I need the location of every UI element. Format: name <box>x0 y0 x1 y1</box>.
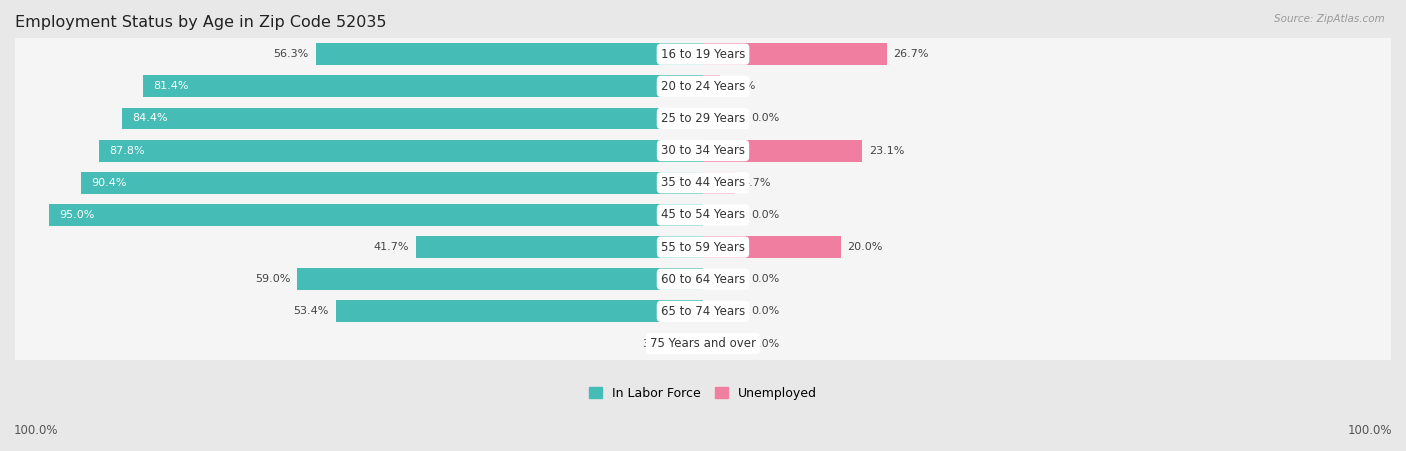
Text: 0.0%: 0.0% <box>751 210 779 220</box>
Text: 45 to 54 Years: 45 to 54 Years <box>661 208 745 221</box>
Text: 0.0%: 0.0% <box>751 306 779 317</box>
Text: 87.8%: 87.8% <box>110 146 145 156</box>
Text: 16 to 19 Years: 16 to 19 Years <box>661 48 745 61</box>
Text: 90.4%: 90.4% <box>91 178 127 188</box>
Text: 4.7%: 4.7% <box>742 178 770 188</box>
Bar <box>316 43 703 65</box>
FancyBboxPatch shape <box>14 184 1392 246</box>
Text: Source: ZipAtlas.com: Source: ZipAtlas.com <box>1274 14 1385 23</box>
Bar <box>416 236 703 258</box>
Text: 25 to 29 Years: 25 to 29 Years <box>661 112 745 125</box>
Text: 3.7%: 3.7% <box>643 339 671 349</box>
Text: 41.7%: 41.7% <box>374 242 409 252</box>
FancyBboxPatch shape <box>14 87 1392 150</box>
Bar <box>703 140 862 161</box>
Bar <box>297 268 703 290</box>
Bar <box>703 236 841 258</box>
Bar <box>703 75 720 97</box>
Text: 26.7%: 26.7% <box>894 49 929 59</box>
Text: 65 to 74 Years: 65 to 74 Years <box>661 305 745 318</box>
Text: 23.1%: 23.1% <box>869 146 904 156</box>
Text: 30 to 34 Years: 30 to 34 Years <box>661 144 745 157</box>
FancyBboxPatch shape <box>14 152 1392 214</box>
Text: 81.4%: 81.4% <box>153 81 188 92</box>
Text: 100.0%: 100.0% <box>1347 424 1392 437</box>
Text: 53.4%: 53.4% <box>294 306 329 317</box>
Text: 0.0%: 0.0% <box>751 114 779 124</box>
FancyBboxPatch shape <box>14 120 1392 182</box>
Text: 100.0%: 100.0% <box>14 424 59 437</box>
Bar <box>336 300 703 322</box>
Text: 95.0%: 95.0% <box>59 210 96 220</box>
Bar <box>98 140 703 161</box>
Bar <box>122 107 703 129</box>
Text: Employment Status by Age in Zip Code 52035: Employment Status by Age in Zip Code 520… <box>15 15 387 30</box>
FancyBboxPatch shape <box>14 23 1392 85</box>
Bar <box>678 333 703 354</box>
Text: 84.4%: 84.4% <box>132 114 169 124</box>
Text: 55 to 59 Years: 55 to 59 Years <box>661 240 745 253</box>
Text: 59.0%: 59.0% <box>254 274 290 284</box>
Text: 0.0%: 0.0% <box>751 339 779 349</box>
FancyBboxPatch shape <box>14 248 1392 310</box>
Text: 35 to 44 Years: 35 to 44 Years <box>661 176 745 189</box>
FancyBboxPatch shape <box>14 280 1392 343</box>
FancyBboxPatch shape <box>14 55 1392 118</box>
Bar <box>703 43 887 65</box>
Legend: In Labor Force, Unemployed: In Labor Force, Unemployed <box>583 382 823 405</box>
Bar <box>49 204 703 226</box>
Text: 56.3%: 56.3% <box>274 49 309 59</box>
FancyBboxPatch shape <box>14 216 1392 278</box>
FancyBboxPatch shape <box>14 313 1392 375</box>
Text: 0.0%: 0.0% <box>751 274 779 284</box>
Text: 60 to 64 Years: 60 to 64 Years <box>661 273 745 286</box>
Text: 20.0%: 20.0% <box>848 242 883 252</box>
Bar <box>703 172 735 194</box>
Text: 75 Years and over: 75 Years and over <box>650 337 756 350</box>
Text: 2.5%: 2.5% <box>727 81 755 92</box>
Bar <box>82 172 703 194</box>
Text: 20 to 24 Years: 20 to 24 Years <box>661 80 745 93</box>
Bar <box>143 75 703 97</box>
